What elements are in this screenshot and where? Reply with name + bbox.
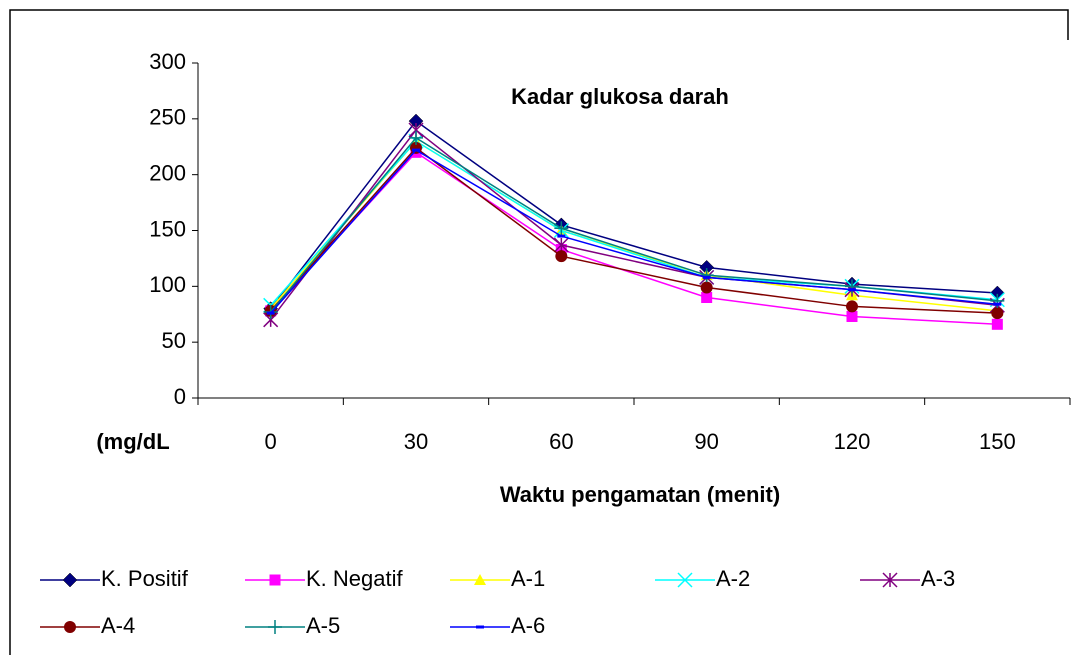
legend-item: A-3 <box>860 566 955 591</box>
y-tick-label: 300 <box>149 49 186 74</box>
marker <box>991 307 1004 320</box>
legend-label: A-4 <box>101 613 135 638</box>
legend-item: K. Positif <box>40 566 189 591</box>
legend-item: A-4 <box>40 613 135 638</box>
x-tick-label: 90 <box>694 429 718 454</box>
series <box>265 146 1003 330</box>
marker <box>990 293 1005 308</box>
y-tick-label: 100 <box>149 272 186 297</box>
legend-item: A-5 <box>245 613 340 638</box>
legend-label: A-6 <box>511 613 545 638</box>
series <box>266 148 1002 315</box>
x-tick-label: 0 <box>265 429 277 454</box>
series <box>263 133 1005 313</box>
marker <box>269 574 281 586</box>
marker <box>555 250 568 263</box>
legend-item: A-6 <box>450 613 545 638</box>
series-line <box>270 146 998 314</box>
marker <box>62 572 78 588</box>
series <box>264 141 1004 320</box>
series <box>264 135 1004 316</box>
legend-item: A-1 <box>450 566 545 591</box>
legend-label: K. Negatif <box>306 566 403 591</box>
y-tick-label: 250 <box>149 105 186 130</box>
legend-label: A-1 <box>511 566 545 591</box>
marker <box>701 292 713 303</box>
legend-label: A-5 <box>306 613 340 638</box>
series <box>263 122 1005 328</box>
y-tick-label: 150 <box>149 216 186 241</box>
marker <box>268 620 282 634</box>
marker <box>700 281 713 294</box>
y-axis-label: (mg/dL <box>96 429 169 454</box>
series <box>263 113 1005 317</box>
x-tick-label: 60 <box>549 429 573 454</box>
legend-label: K. Positif <box>101 566 189 591</box>
marker <box>409 130 423 145</box>
series <box>263 130 1005 320</box>
marker <box>677 572 693 588</box>
series-line <box>270 140 998 312</box>
y-tick-label: 50 <box>162 328 186 353</box>
marker <box>554 221 569 236</box>
series-line <box>270 149 998 314</box>
legend-item: A-2 <box>655 566 750 591</box>
series-line <box>270 128 998 321</box>
x-tick-label: 150 <box>979 429 1016 454</box>
marker <box>474 574 486 585</box>
frame <box>9 9 1069 655</box>
marker <box>991 318 1003 330</box>
series-line <box>270 120 998 310</box>
x-axis-label: Waktu pengamatan (menit) <box>500 482 780 507</box>
legend-item: K. Negatif <box>245 566 403 591</box>
chart-title: Kadar glukosa darah <box>511 84 729 109</box>
marker <box>64 621 76 633</box>
y-tick-label: 0 <box>174 384 186 409</box>
y-tick-label: 200 <box>149 160 186 185</box>
marker <box>846 310 858 322</box>
series-line <box>270 151 998 326</box>
x-tick-label: 30 <box>404 429 428 454</box>
series-line <box>270 136 998 313</box>
x-tick-label: 120 <box>834 429 871 454</box>
series-line <box>270 140 998 306</box>
marker <box>846 300 858 313</box>
marker <box>699 268 714 283</box>
legend-label: A-2 <box>716 566 750 591</box>
marker <box>882 572 898 588</box>
marker <box>553 237 569 253</box>
legend-label: A-3 <box>921 566 955 591</box>
